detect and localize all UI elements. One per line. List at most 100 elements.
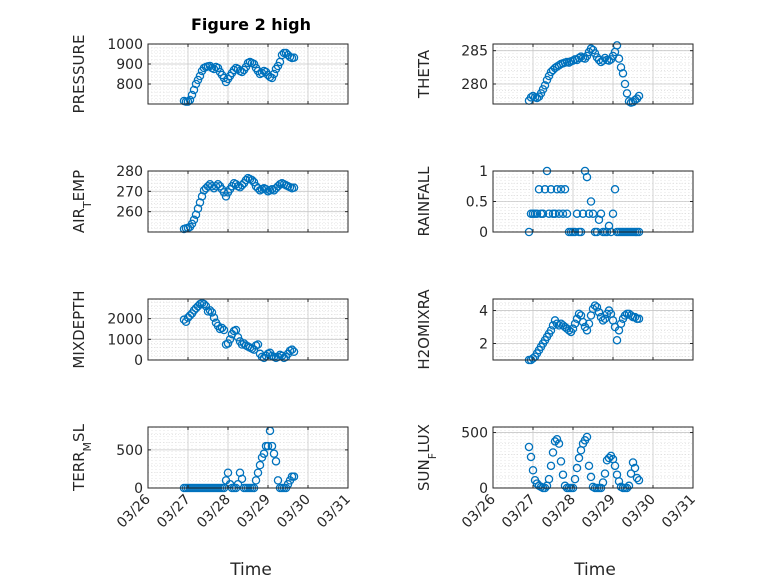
data-point: [179, 315, 189, 324]
data-point: [532, 209, 542, 218]
data-point: [626, 469, 636, 478]
y-axis-label-h2omixra: H2OMIXRA: [415, 289, 433, 370]
data-point: [263, 441, 273, 451]
y-tick-label: 0: [134, 481, 143, 497]
data-point: [582, 51, 592, 61]
data-point: [251, 476, 261, 485]
y-axis-label-rainfall: RAINFALL: [415, 166, 433, 237]
data-point: [209, 313, 219, 322]
y-tick-label: 270: [116, 184, 143, 200]
data-point: [249, 177, 259, 187]
data-point: [572, 209, 582, 218]
data-point: [550, 209, 560, 218]
data-point: [269, 449, 279, 458]
x-tick-label: 03/27: [154, 492, 194, 532]
y-tick-label: 0.5: [466, 195, 488, 211]
y-axis-label-pressure: PRESSURE: [70, 35, 88, 114]
data-point: [289, 347, 299, 356]
y-tick-label: 1000: [107, 37, 143, 53]
x-tick-label: 03/31: [314, 492, 354, 532]
data-point: [614, 477, 624, 486]
data-point: [620, 79, 630, 89]
data-point: [612, 335, 622, 345]
data-point: [546, 185, 556, 194]
data-point: [185, 311, 195, 320]
figure-title: Figure 2 high: [191, 15, 311, 34]
y-axis-label-mixdepth: MIXDEPTH: [70, 290, 88, 368]
data-point: [538, 209, 548, 218]
data-point: [221, 192, 231, 201]
data-point: [273, 61, 283, 71]
data-point: [574, 453, 584, 463]
data-point: [247, 175, 257, 185]
data-point: [610, 185, 620, 194]
y-tick-label: 1: [479, 164, 488, 180]
x-tick-label: 03/30: [274, 492, 314, 532]
data-point: [556, 185, 566, 194]
x-tick-label: 03/28: [539, 492, 579, 532]
data-point: [536, 89, 546, 98]
y-tick-label: 2: [479, 337, 488, 353]
x-tick-label: 03/29: [579, 492, 619, 532]
data-point: [634, 314, 644, 324]
data-point: [526, 93, 536, 102]
data-point: [249, 59, 259, 69]
data-point: [223, 339, 233, 348]
data-point: [584, 461, 594, 471]
data-point: [187, 219, 197, 229]
data-point: [630, 312, 640, 322]
panel-terr-msl: 0 500 03/26 03/27 03/28 03/29 03/30 03/31 TERRMS…: [70, 423, 354, 531]
x-axis-label-left: Time: [229, 560, 272, 580]
data-point: [261, 185, 271, 194]
data-point: [554, 209, 564, 218]
data-point: [205, 306, 215, 315]
y-tick-label: 285: [461, 44, 488, 60]
data-point: [534, 185, 544, 194]
data-point: [195, 71, 205, 81]
data-point: [538, 85, 548, 94]
y-tick-label: 500: [116, 443, 143, 459]
y-tick-label: 260: [116, 205, 143, 221]
data-point: [628, 458, 638, 467]
data-point: [552, 185, 562, 194]
data-point: [183, 97, 193, 106]
data-point: [193, 75, 203, 85]
data-point: [199, 299, 209, 309]
data-point: [544, 474, 554, 484]
data-point: [576, 52, 586, 61]
data-point: [253, 184, 263, 193]
axes-box: [492, 43, 694, 105]
data-point: [570, 474, 580, 484]
data-point: [590, 301, 600, 310]
data-point: [570, 319, 580, 328]
data-point: [630, 463, 640, 473]
axes-box: [492, 298, 694, 361]
data-point: [590, 49, 600, 58]
data-point: [229, 65, 239, 75]
data-point: [233, 333, 243, 342]
y-axis-label-theta: THETA: [415, 49, 433, 99]
data-point: [586, 472, 596, 482]
data-point: [608, 209, 618, 218]
data-point: [594, 307, 604, 317]
x-tick-label: 03/31: [659, 492, 699, 532]
data-point: [562, 209, 572, 218]
y-tick-label: 0: [479, 481, 488, 497]
data-point: [191, 79, 201, 89]
data-point: [287, 345, 297, 354]
y-tick-label: 280: [116, 164, 143, 180]
data-point: [253, 340, 263, 349]
x-tick-label: 03/26: [459, 491, 499, 531]
data-point: [552, 319, 562, 328]
y-tick-label: 0: [134, 353, 143, 369]
data-point: [558, 470, 568, 479]
data-point: [548, 321, 558, 330]
data-point: [582, 432, 592, 442]
data-point: [614, 54, 624, 63]
data-point: [241, 175, 251, 185]
data-point: [540, 81, 550, 90]
data-point: [237, 474, 247, 484]
x-tick-label: 03/26: [114, 491, 154, 531]
panel-sun-flux: 0 500 03/26 03/27 03/28 03/29 03/30 03/31 SUNFLU…: [415, 424, 699, 531]
